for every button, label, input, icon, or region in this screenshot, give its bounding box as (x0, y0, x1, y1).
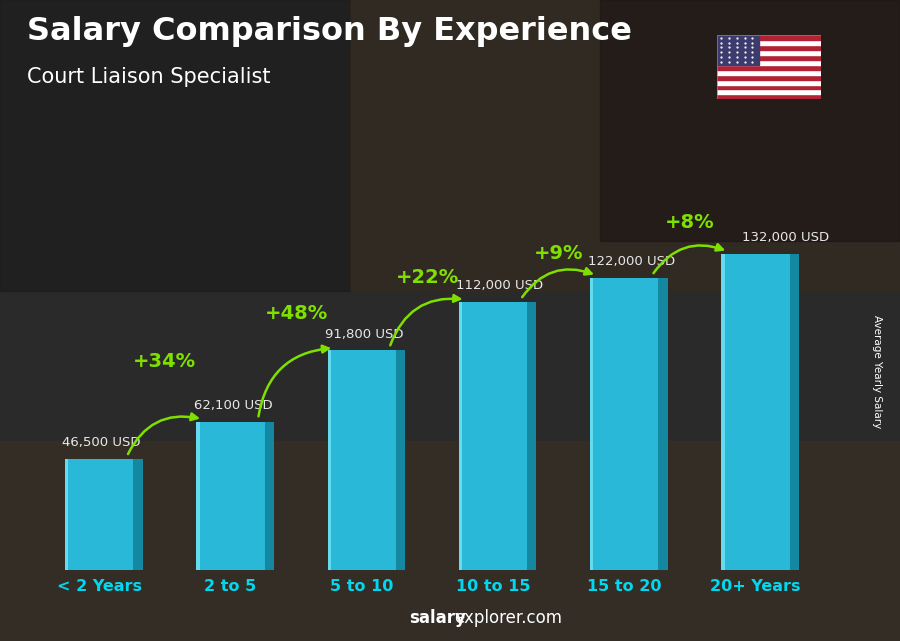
Bar (717, 79, 821, 85)
Text: +8%: +8% (665, 213, 715, 232)
Text: salary: salary (410, 609, 466, 627)
Bar (0, 0, 350, 291)
Polygon shape (459, 302, 463, 570)
Bar (717, 70, 821, 75)
Polygon shape (722, 254, 725, 570)
Polygon shape (328, 350, 396, 570)
Polygon shape (396, 350, 405, 570)
Text: Court Liaison Specialist: Court Liaison Specialist (27, 67, 271, 87)
Bar (717, 50, 821, 55)
Polygon shape (527, 302, 536, 570)
Bar (717, 35, 759, 65)
Polygon shape (133, 459, 142, 570)
Text: 112,000 USD: 112,000 USD (456, 279, 544, 292)
Text: Average Yearly Salary: Average Yearly Salary (872, 315, 883, 428)
Polygon shape (196, 422, 265, 570)
Polygon shape (590, 278, 659, 570)
Bar (717, 45, 821, 50)
Bar (717, 75, 821, 79)
Text: 62,100 USD: 62,100 USD (194, 399, 273, 412)
Polygon shape (722, 254, 789, 570)
Polygon shape (659, 278, 668, 570)
Bar (717, 90, 821, 94)
Polygon shape (65, 459, 68, 570)
Text: +34%: +34% (133, 353, 196, 371)
Bar (600, 0, 900, 241)
Text: Salary Comparison By Experience: Salary Comparison By Experience (27, 16, 632, 47)
Polygon shape (65, 459, 133, 570)
Text: 132,000 USD: 132,000 USD (742, 231, 830, 244)
Polygon shape (196, 422, 200, 570)
Text: explorer.com: explorer.com (454, 609, 562, 627)
Text: +48%: +48% (265, 304, 328, 324)
Polygon shape (590, 278, 593, 570)
Bar (717, 60, 821, 65)
Text: +9%: +9% (534, 244, 583, 263)
Polygon shape (265, 422, 274, 570)
Bar (717, 65, 821, 70)
Polygon shape (328, 350, 331, 570)
Text: +22%: +22% (396, 269, 459, 287)
Bar (0, 441, 900, 641)
Polygon shape (459, 302, 527, 570)
Bar (717, 85, 821, 90)
Text: 91,800 USD: 91,800 USD (325, 328, 403, 341)
Text: 122,000 USD: 122,000 USD (588, 255, 675, 269)
Bar (717, 40, 821, 45)
Bar (717, 94, 821, 99)
Text: 46,500 USD: 46,500 USD (62, 437, 141, 449)
Bar (350, 0, 900, 291)
Bar (717, 35, 821, 40)
Bar (717, 55, 821, 60)
Polygon shape (789, 254, 799, 570)
